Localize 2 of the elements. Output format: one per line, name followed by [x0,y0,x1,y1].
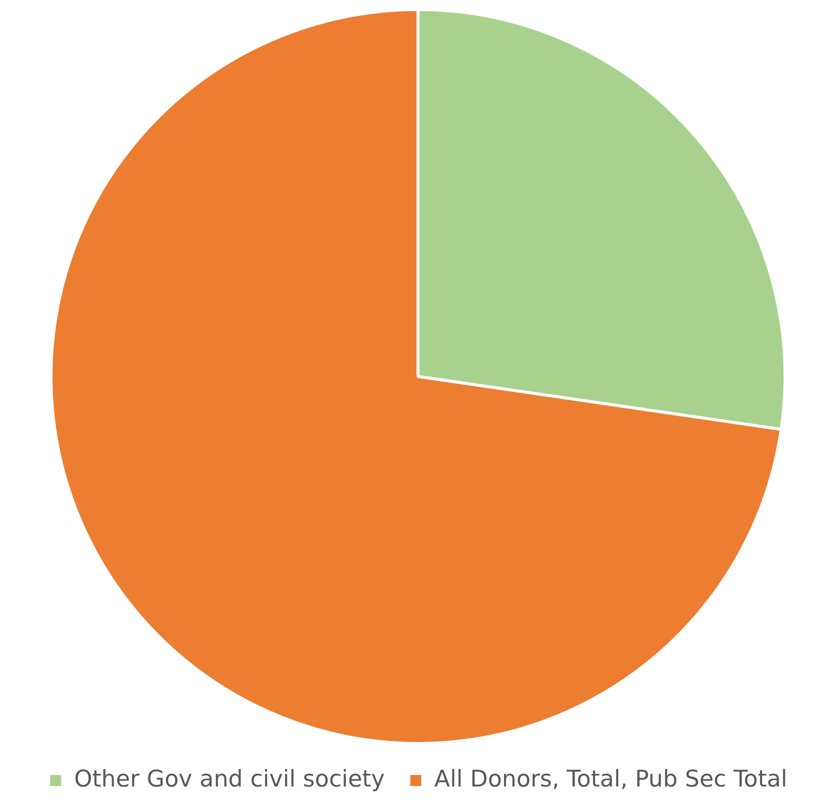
legend-label: All Donors, Total, Pub Sec Total [434,766,788,792]
legend-label: Other Gov and civil society [74,766,385,792]
